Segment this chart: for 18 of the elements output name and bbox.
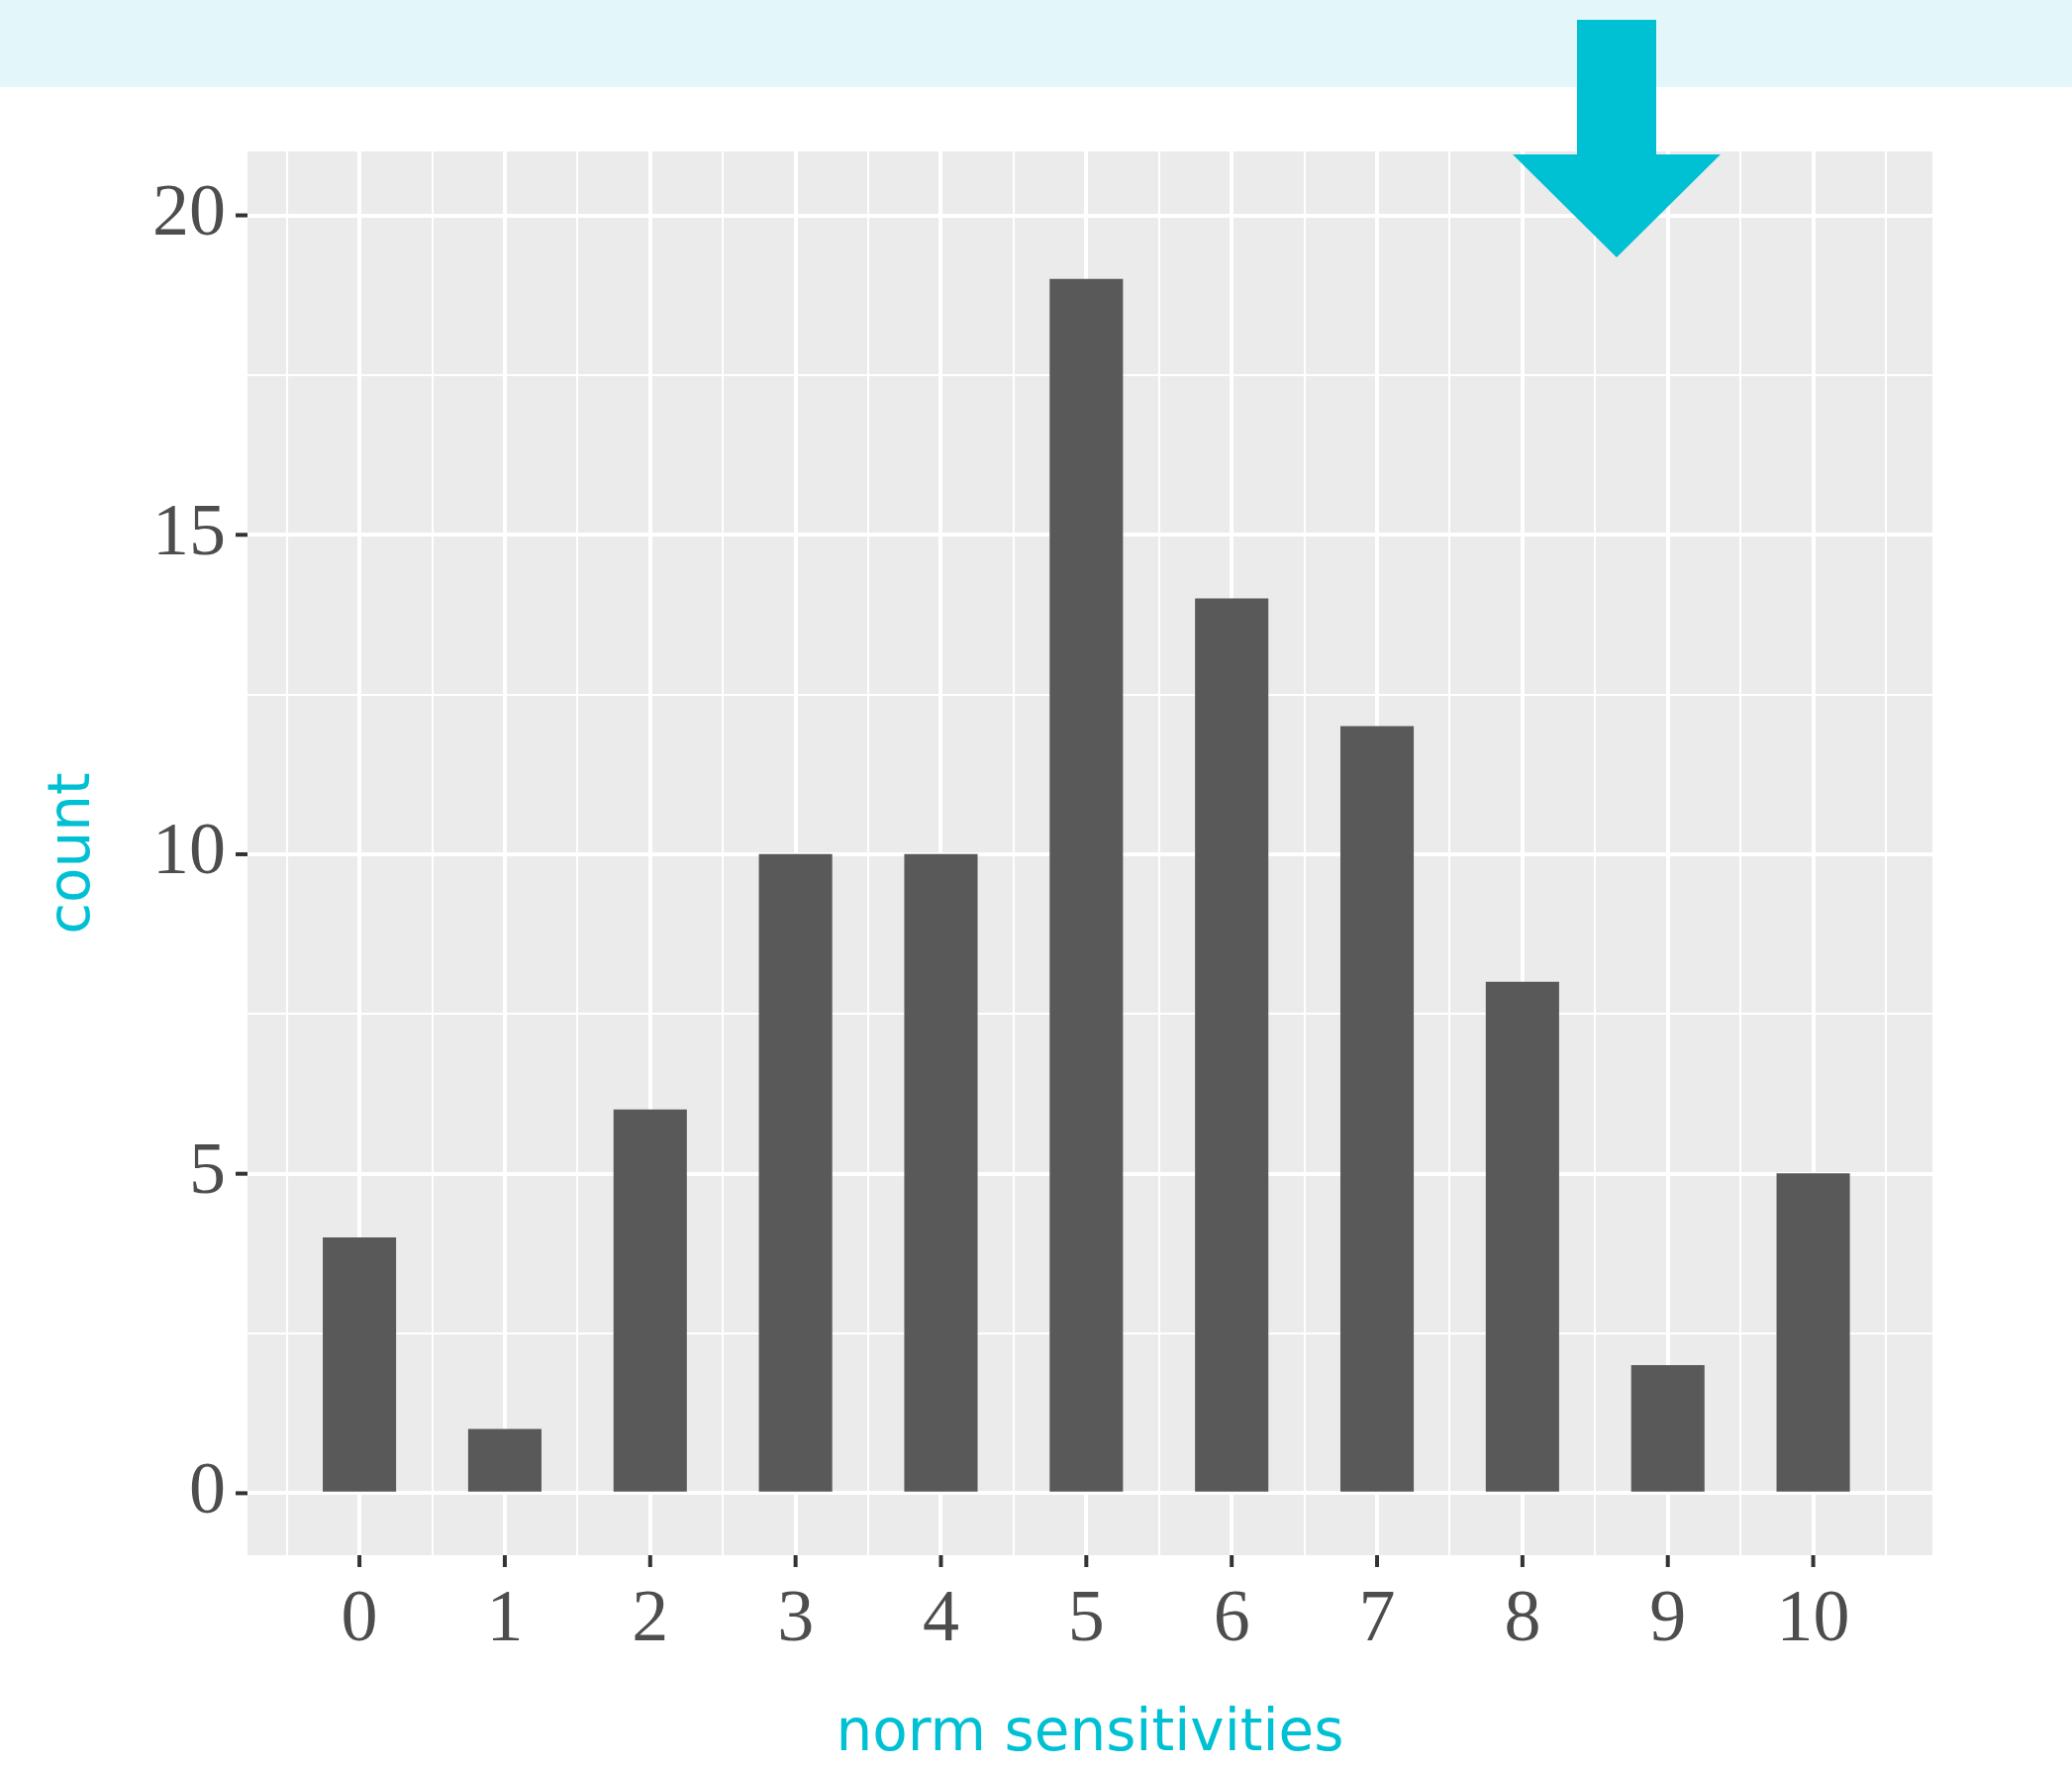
y-tick-label: 5 bbox=[189, 1128, 226, 1210]
x-tick-label: 9 bbox=[1649, 1574, 1687, 1656]
x-tick-label: 0 bbox=[341, 1574, 378, 1656]
x-tick-label: 10 bbox=[1776, 1574, 1850, 1656]
x-tick-label: 1 bbox=[486, 1574, 524, 1656]
x-tick-label: 5 bbox=[1067, 1574, 1105, 1656]
x-tick-label: 4 bbox=[922, 1574, 959, 1656]
x-tick-label: 6 bbox=[1213, 1574, 1250, 1656]
y-axis-title: count bbox=[35, 772, 103, 934]
x-axis-title: norm sensitivities bbox=[836, 1697, 1344, 1765]
y-tick-label: 15 bbox=[152, 488, 226, 570]
y-tick-label: 10 bbox=[152, 808, 226, 890]
x-tick-label: 7 bbox=[1358, 1574, 1396, 1656]
y-tick-label: 0 bbox=[189, 1446, 226, 1528]
x-tick-label: 3 bbox=[777, 1574, 815, 1656]
x-tick-label: 8 bbox=[1504, 1574, 1541, 1656]
x-tick-label: 2 bbox=[632, 1574, 669, 1656]
y-tick-label: 20 bbox=[152, 168, 226, 250]
